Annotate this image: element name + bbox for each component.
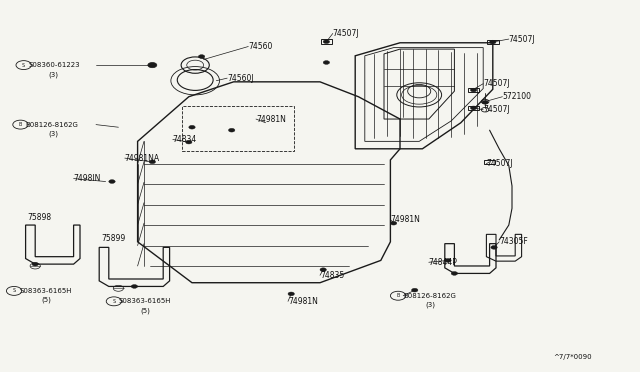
Text: 74305F: 74305F bbox=[499, 237, 528, 246]
Circle shape bbox=[149, 63, 156, 67]
Text: 74981N: 74981N bbox=[256, 115, 286, 124]
Text: 572100: 572100 bbox=[502, 92, 531, 101]
Text: 74844P: 74844P bbox=[429, 258, 458, 267]
Text: 74507J: 74507J bbox=[483, 105, 510, 114]
Text: S: S bbox=[22, 62, 25, 68]
Text: 74560: 74560 bbox=[248, 42, 273, 51]
Circle shape bbox=[228, 128, 235, 132]
Circle shape bbox=[148, 62, 157, 68]
Text: S: S bbox=[113, 299, 115, 304]
Text: 75898: 75898 bbox=[27, 213, 51, 222]
Circle shape bbox=[320, 268, 326, 272]
Text: 74507J: 74507J bbox=[486, 159, 513, 168]
Circle shape bbox=[490, 40, 496, 44]
Text: S: S bbox=[13, 288, 15, 294]
Text: (3): (3) bbox=[48, 131, 58, 137]
Circle shape bbox=[189, 125, 195, 129]
Text: S08363-6165H: S08363-6165H bbox=[19, 288, 72, 294]
Circle shape bbox=[149, 160, 156, 164]
Text: 74507J: 74507J bbox=[333, 29, 360, 38]
Circle shape bbox=[323, 40, 330, 44]
Text: (5): (5) bbox=[42, 297, 51, 304]
Circle shape bbox=[288, 292, 294, 296]
Text: ^7/7*0090: ^7/7*0090 bbox=[554, 354, 592, 360]
Circle shape bbox=[412, 288, 418, 292]
Text: B: B bbox=[19, 122, 22, 127]
Circle shape bbox=[198, 55, 205, 58]
Circle shape bbox=[32, 262, 38, 266]
Circle shape bbox=[482, 100, 488, 104]
Text: 74507J: 74507J bbox=[483, 79, 510, 88]
Text: 74981N: 74981N bbox=[390, 215, 420, 224]
Circle shape bbox=[323, 61, 330, 64]
Circle shape bbox=[445, 259, 451, 262]
Text: 74981N: 74981N bbox=[288, 297, 318, 306]
Circle shape bbox=[451, 272, 458, 275]
Text: B08126-8162G: B08126-8162G bbox=[26, 122, 79, 128]
Text: 7498IN: 7498IN bbox=[74, 174, 101, 183]
Text: (5): (5) bbox=[141, 307, 150, 314]
Text: B: B bbox=[396, 293, 400, 298]
Circle shape bbox=[186, 140, 192, 144]
Circle shape bbox=[491, 246, 497, 249]
Text: 74507J: 74507J bbox=[509, 35, 536, 44]
Circle shape bbox=[470, 106, 477, 110]
Text: (3): (3) bbox=[426, 302, 436, 308]
Text: (3): (3) bbox=[48, 71, 58, 78]
Text: 75899: 75899 bbox=[101, 234, 125, 243]
Circle shape bbox=[109, 180, 115, 183]
Text: 74560J: 74560J bbox=[227, 74, 254, 83]
Circle shape bbox=[470, 88, 477, 92]
Text: B08126-8162G: B08126-8162G bbox=[403, 293, 456, 299]
Text: S08363-6165H: S08363-6165H bbox=[118, 298, 171, 304]
Circle shape bbox=[131, 285, 138, 288]
Circle shape bbox=[390, 221, 397, 225]
Text: 74835: 74835 bbox=[320, 271, 344, 280]
Text: 74834: 74834 bbox=[173, 135, 197, 144]
Text: S08360-61223: S08360-61223 bbox=[29, 62, 81, 68]
Text: 74981NA: 74981NA bbox=[125, 154, 160, 163]
